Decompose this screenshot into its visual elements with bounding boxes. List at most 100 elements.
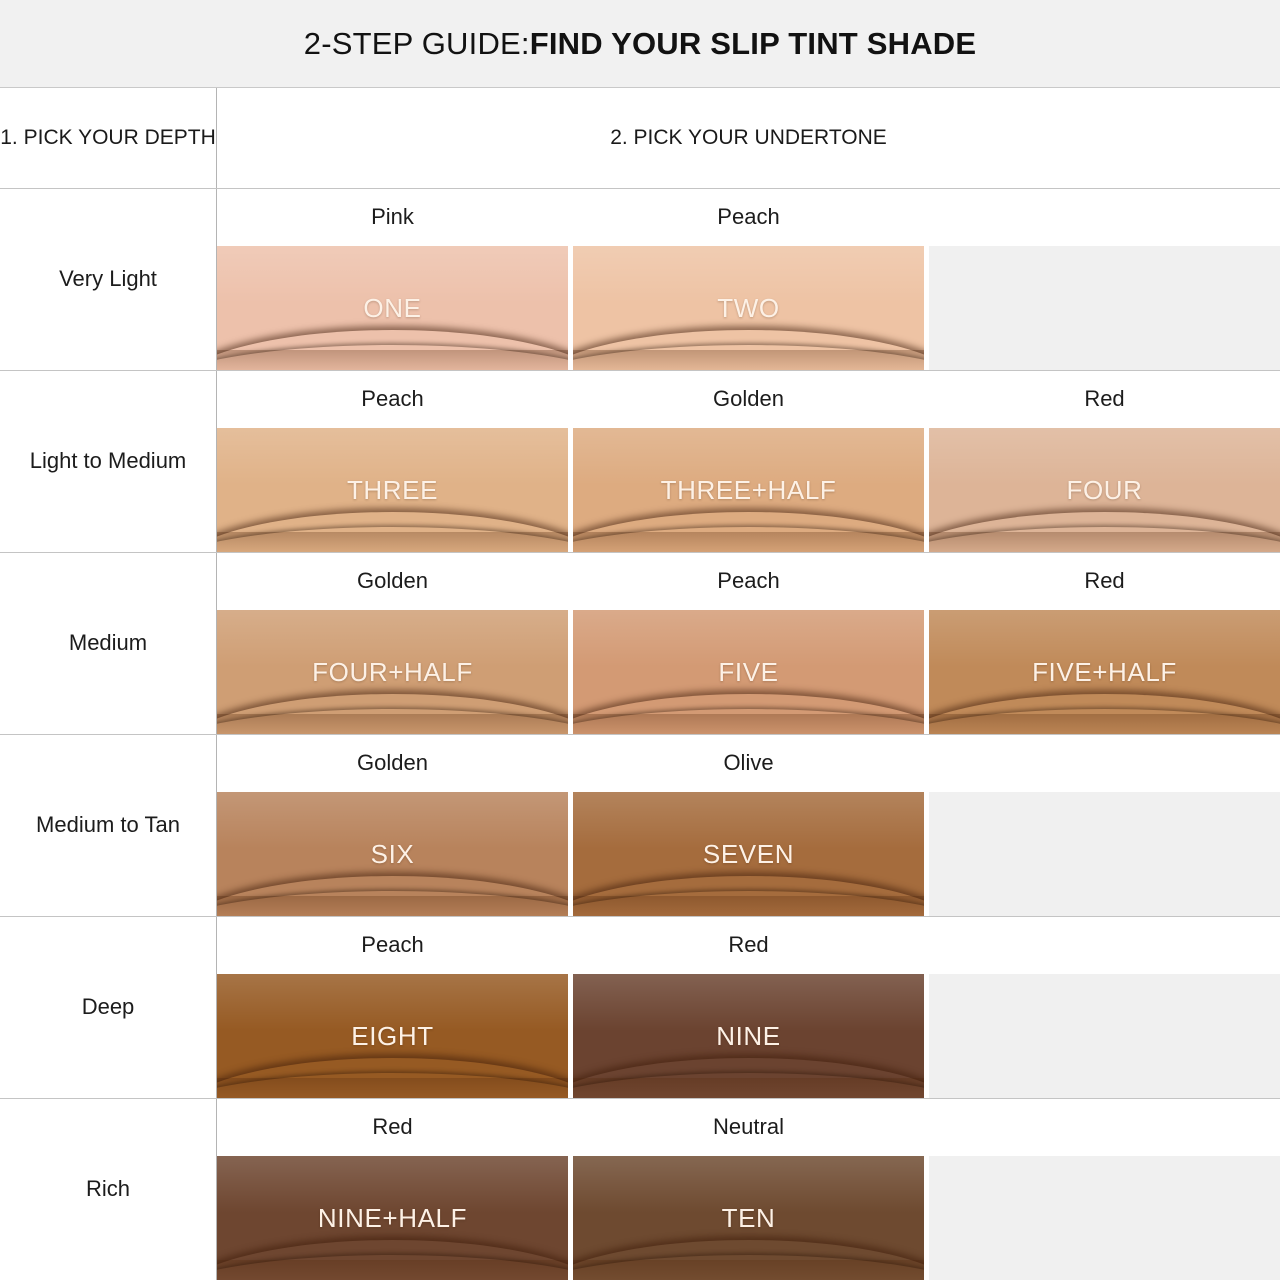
swatch-strip: THREE THREE+HALF FOUR [217, 428, 1280, 552]
shade-swatch[interactable]: FIVE [573, 610, 924, 734]
shade-name-label: FIVE [718, 656, 779, 687]
depth-label: Rich [85, 1175, 130, 1201]
swatch-strip: ONE TWO [217, 246, 1280, 370]
swatch-strip: EIGHT NINE [217, 974, 1280, 1098]
swatch-color-fill [929, 428, 1280, 552]
shade-name-label: TEN [721, 1202, 776, 1233]
shade-name-label: FOUR+HALF [312, 656, 473, 687]
shade-name-label: EIGHT [351, 1020, 434, 1051]
depth-label: Light to Medium [29, 447, 187, 473]
shade-name-label: NINE [716, 1020, 781, 1051]
swatch-gutter [924, 246, 929, 370]
shade-name-label: SIX [370, 838, 415, 869]
swatch-strip: FOUR+HALF FIVE FIVE+HALF [217, 610, 1280, 734]
swatch-gutter [568, 428, 573, 552]
shade-name-label: NINE+HALF [317, 1202, 468, 1233]
depth-label: Very Light [59, 265, 157, 291]
grid-rule [0, 370, 1280, 371]
shade-swatch[interactable]: TEN [573, 1156, 924, 1280]
shade-name-label: THREE [346, 474, 439, 505]
undertone-label: Peach [717, 568, 780, 593]
swatch-gutter [568, 974, 573, 1098]
undertone-label: Peach [361, 386, 424, 411]
empty-cell [929, 792, 1280, 916]
table-row: Deep Peach Red EIGHT NINE [0, 916, 1280, 1098]
shade-swatch[interactable]: ONE [217, 246, 568, 370]
swatch-gutter [924, 610, 929, 734]
shade-swatch[interactable]: NINE [573, 974, 924, 1098]
swatch-color-fill [217, 610, 568, 734]
empty-cell [929, 1156, 1280, 1280]
swatch-gutter [568, 792, 573, 916]
swatch-gutter [924, 792, 929, 916]
swatch-color-fill [573, 1156, 924, 1280]
undertone-label-strip: Pink Peach [217, 188, 1280, 246]
shade-name-label: ONE [363, 292, 422, 323]
depth-column-divider [216, 88, 217, 1280]
shade-name-label: FIVE+HALF [1032, 656, 1177, 687]
undertone-label: Golden [713, 386, 784, 411]
swatch-gutter [924, 428, 929, 552]
empty-cell [929, 246, 1280, 370]
undertone-label-strip: Golden Peach Red [217, 552, 1280, 610]
undertone-label: Red [1084, 386, 1125, 411]
swatch-color-fill [573, 792, 924, 916]
swatch-gutter [568, 1156, 573, 1280]
undertone-label: Neutral [713, 1114, 784, 1139]
shade-swatch[interactable]: FIVE+HALF [929, 610, 1280, 734]
shade-name-label: FOUR [1066, 474, 1143, 505]
undertone-label: Red [372, 1114, 413, 1139]
depth-label: Medium [68, 629, 148, 655]
page-title: 2-STEP GUIDE:FIND YOUR SLIP TINT SHADE [304, 26, 977, 62]
title-emphasis: FIND YOUR SLIP TINT SHADE [529, 25, 977, 61]
swatch-color-fill [573, 428, 924, 552]
table-row: Light to Medium Peach Golden Red THREE THREE+… [0, 370, 1280, 552]
swatch-gutter [568, 246, 573, 370]
shade-swatch[interactable]: FOUR [929, 428, 1280, 552]
shade-swatch[interactable]: THREE [217, 428, 568, 552]
undertone-label: Pink [371, 204, 414, 229]
shade-swatch[interactable]: THREE+HALF [573, 428, 924, 552]
swatch-color-fill [573, 974, 924, 1098]
swatch-color-fill [573, 610, 924, 734]
shade-swatch[interactable]: SEVEN [573, 792, 924, 916]
table-row: Medium to Tan Golden Olive SIX SEVEN [0, 734, 1280, 916]
undertone-label: Red [1084, 568, 1125, 593]
undertone-label: Red [728, 932, 769, 957]
swatch-color-fill [573, 246, 924, 370]
shade-swatch[interactable]: EIGHT [217, 974, 568, 1098]
swatch-color-fill [929, 610, 1280, 734]
swatch-gutter [568, 610, 573, 734]
step-1-header: 1. PICK YOUR DEPTH [0, 125, 216, 149]
shade-swatch[interactable]: SIX [217, 792, 568, 916]
swatch-strip: SIX SEVEN [217, 792, 1280, 916]
empty-cell [929, 974, 1280, 1098]
shade-swatch[interactable]: FOUR+HALF [217, 610, 568, 734]
shade-name-label: TWO [717, 292, 780, 323]
swatch-color-fill [217, 428, 568, 552]
grid-rule [0, 734, 1280, 735]
swatch-color-fill [217, 974, 568, 1098]
shade-swatch[interactable]: NINE+HALF [217, 1156, 568, 1280]
undertone-label-strip: Golden Olive [217, 734, 1280, 792]
swatch-color-fill [217, 792, 568, 916]
undertone-label: Olive [723, 750, 774, 775]
shade-swatch[interactable]: TWO [573, 246, 924, 370]
swatch-gutter [924, 1156, 929, 1280]
undertone-label-strip: Red Neutral [217, 1098, 1280, 1156]
undertone-label: Golden [357, 750, 428, 775]
grid-rule [0, 188, 1280, 189]
shade-name-label: SEVEN [702, 838, 795, 869]
swatch-color-fill [217, 1156, 568, 1280]
depth-label: Medium to Tan [36, 811, 180, 837]
undertone-label: Peach [361, 932, 424, 957]
undertone-label-strip: Peach Red [217, 916, 1280, 974]
step-2-header: 2. PICK YOUR UNDERTONE [610, 125, 887, 149]
depth-label: Deep [81, 993, 135, 1019]
table-row: Very Light Pink Peach ONE TWO [0, 188, 1280, 370]
table-row: Rich Red Neutral NINE+HALF TEN [0, 1098, 1280, 1280]
undertone-label: Peach [717, 204, 780, 229]
grid-rule [0, 916, 1280, 917]
shade-name-label: THREE+HALF [660, 474, 837, 505]
